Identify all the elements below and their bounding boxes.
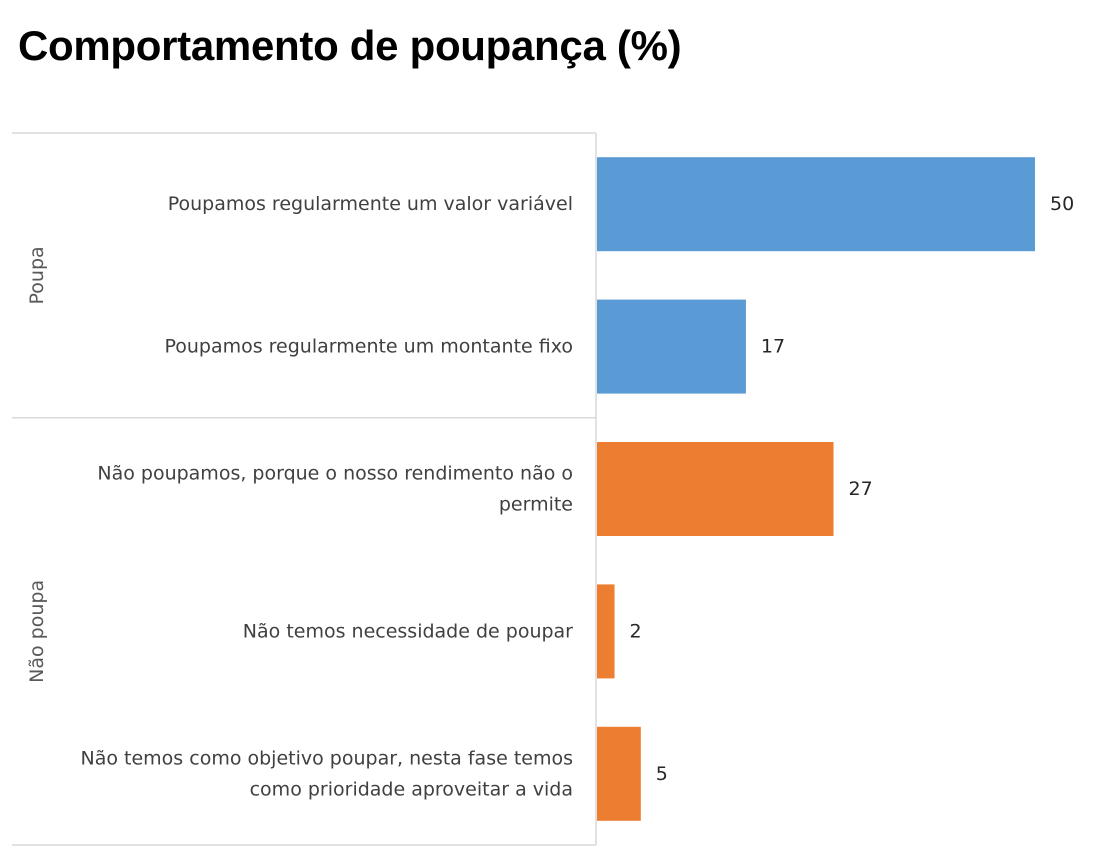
bar-0-1 (597, 299, 746, 394)
bar-1-1 (597, 584, 615, 679)
group-label-0: Poupa (26, 246, 48, 304)
category-label-1-0-line0: Não poupamos, porque o nosso rendimento … (97, 463, 573, 485)
data-label-1-1: 2 (630, 620, 642, 642)
category-label-1-2-line1: como prioridade aproveitar a vida (250, 778, 573, 800)
category-label-1-1: Não temos necessidade de poupar (243, 620, 573, 642)
data-label-1-2: 5 (656, 763, 668, 785)
data-label-1-0: 27 (849, 478, 873, 500)
category-label-0-0: Poupamos regularmente um valor variável (168, 193, 573, 215)
bar-1-0 (597, 442, 834, 536)
category-label-1-2-line0: Não temos como objetivo poupar, nesta fa… (81, 747, 573, 769)
category-label-1-0-line1: permite (499, 494, 573, 516)
chart-title: Comportamento de poupança (%) (18, 22, 682, 69)
category-label-0-1: Poupamos regularmente um montante fixo (164, 336, 573, 358)
data-label-0-1: 17 (761, 336, 785, 358)
group-label-1: Não poupa (26, 580, 48, 683)
bar-0-0 (597, 157, 1035, 252)
bar-1-2 (597, 726, 641, 821)
data-label-0-0: 50 (1050, 193, 1074, 215)
